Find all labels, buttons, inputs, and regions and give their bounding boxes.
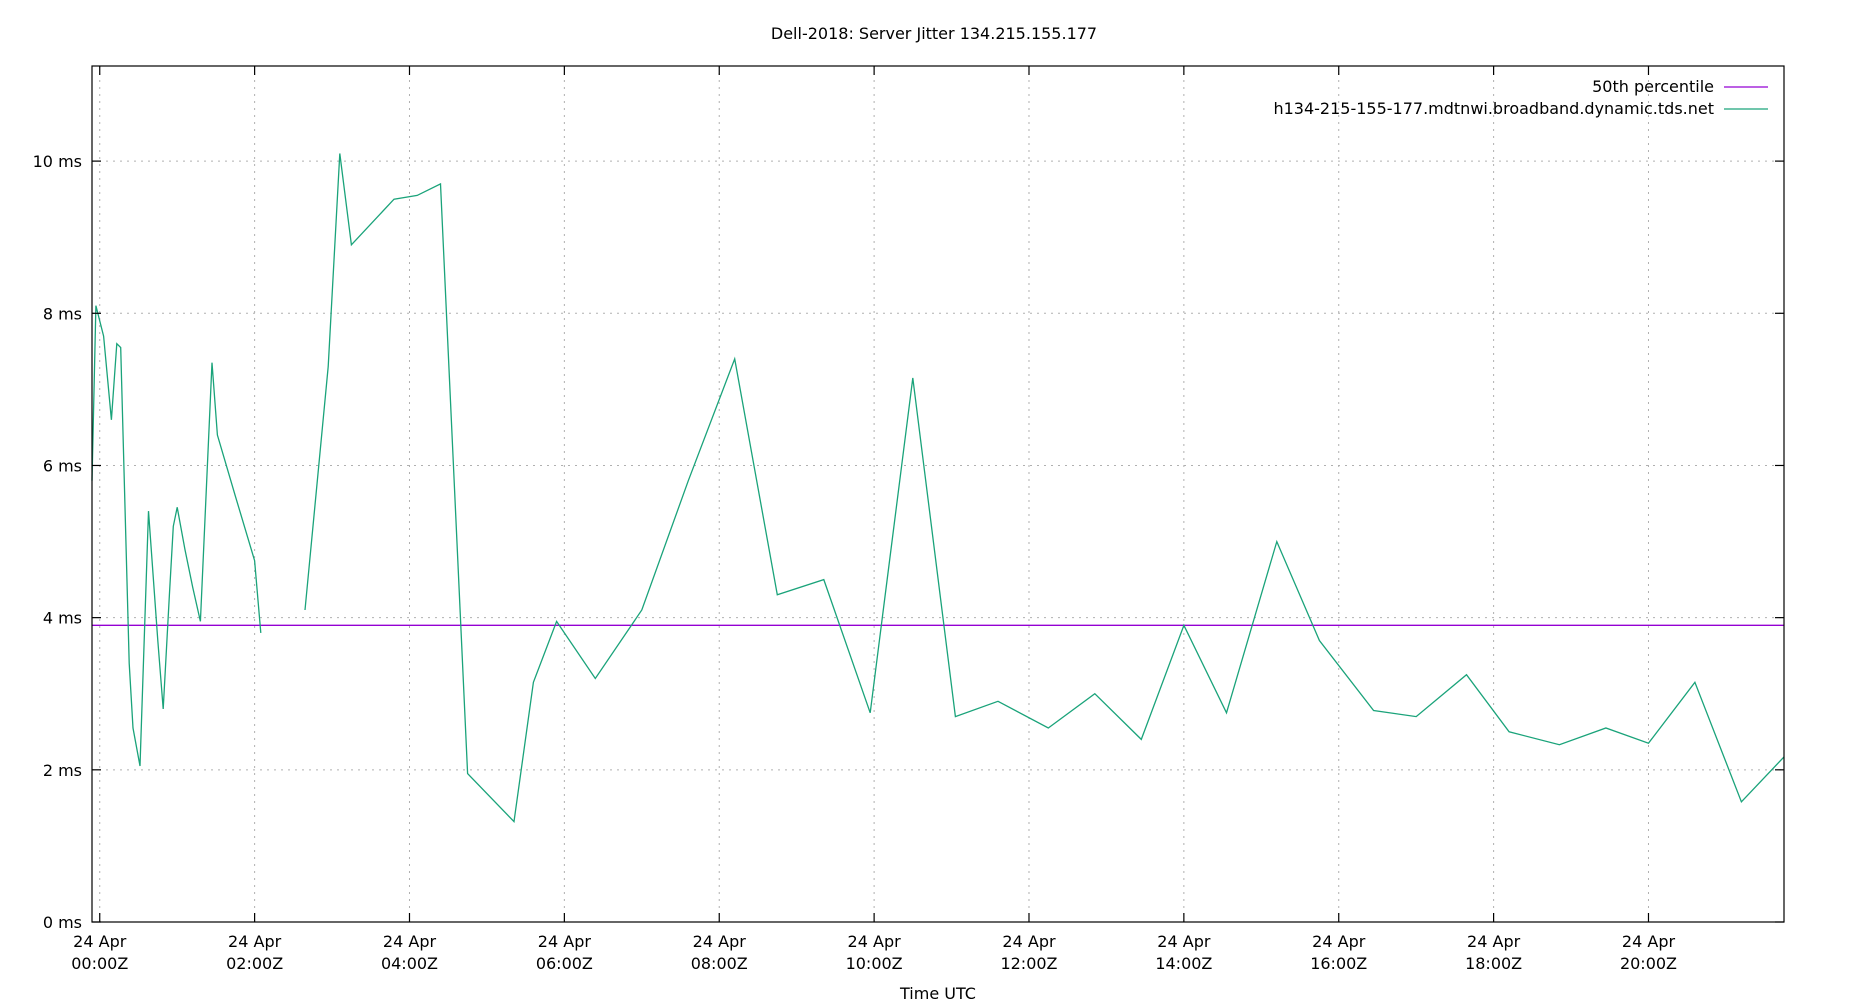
legend-label: h134-215-155-177.mdtnwi.broadband.dynami… [1273, 99, 1714, 118]
x-tick-label-date: 24 Apr [538, 932, 592, 951]
legend-label: 50th percentile [1592, 77, 1714, 96]
tick-layer: 0 ms 2 ms 4 ms 6 ms 8 ms 10 ms 24 Apr 00:00Z 24 … [33, 66, 1784, 973]
x-tick-label-time: 20:00Z [1620, 954, 1677, 973]
x-tick-label-date: 24 Apr [383, 932, 437, 951]
grid-layer [92, 66, 1784, 922]
x-axis-label: Time UTC [899, 984, 976, 1000]
series-layer [91, 153, 1785, 824]
x-tick-label-date: 24 Apr [73, 932, 127, 951]
x-tick-label-time: 00:00Z [71, 954, 128, 973]
x-tick-label-date: 24 Apr [1002, 932, 1056, 951]
y-tick-label: 10 ms [33, 152, 82, 171]
x-tick-label-time: 02:00Z [226, 954, 283, 973]
y-tick-label: 6 ms [43, 456, 82, 475]
x-tick-label-date: 24 Apr [1312, 932, 1366, 951]
x-tick-label-date: 24 Apr [1622, 932, 1676, 951]
chart-title: Dell-2018: Server Jitter 134.215.155.177 [771, 24, 1097, 43]
x-tick-label-time: 14:00Z [1155, 954, 1212, 973]
x-tick-label-date: 24 Apr [1467, 932, 1521, 951]
x-tick-label-time: 12:00Z [1000, 954, 1057, 973]
x-tick-label-time: 18:00Z [1465, 954, 1522, 973]
legend: 50th percentile h134-215-155-177.mdtnwi.b… [1273, 77, 1768, 118]
jitter-series-line [304, 153, 1785, 824]
x-tick-label-time: 06:00Z [536, 954, 593, 973]
plot-frame [91, 65, 1785, 923]
jitter-series-line [91, 305, 262, 767]
x-tick-label-time: 10:00Z [846, 954, 903, 973]
y-tick-label: 2 ms [43, 761, 82, 780]
x-tick-label-time: 04:00Z [381, 954, 438, 973]
x-tick-label-time: 16:00Z [1310, 954, 1367, 973]
x-tick-label-time: 08:00Z [691, 954, 748, 973]
x-tick-label-date: 24 Apr [1157, 932, 1211, 951]
y-tick-label: 4 ms [43, 609, 82, 628]
x-tick-label-date: 24 Apr [228, 932, 282, 951]
x-tick-label-date: 24 Apr [693, 932, 747, 951]
y-tick-label: 8 ms [43, 304, 82, 323]
y-tick-label: 0 ms [43, 913, 82, 932]
x-tick-label-date: 24 Apr [848, 932, 902, 951]
